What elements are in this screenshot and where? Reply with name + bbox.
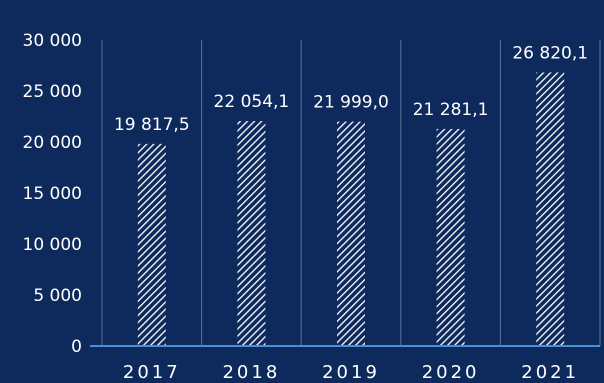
y-tick-label: 0 (71, 337, 82, 357)
y-tick-label: 30 000 (23, 31, 82, 51)
data-label: 19 817,5 (114, 115, 190, 135)
x-tick-label: 2021 (521, 362, 579, 383)
x-axis: 2017 2018 2019 2020 2021 (90, 345, 600, 383)
grid-layer (101, 40, 601, 346)
data-label: 21 999,0 (313, 93, 389, 113)
x-tick-label: 2020 (422, 362, 480, 383)
data-label: 22 054,1 (214, 92, 290, 112)
data-label: 26 820,1 (512, 43, 588, 63)
bar (237, 121, 266, 346)
y-tick-label: 5 000 (33, 286, 82, 306)
x-tick-label: 2019 (322, 362, 380, 383)
x-tick-label: 2018 (222, 362, 280, 383)
y-tick-label: 15 000 (23, 184, 82, 204)
bar (137, 143, 166, 346)
bar (337, 121, 365, 346)
labels-layer: 19 817,5 22 054,1 21 999,0 21 281,1 26 820,1 (114, 43, 588, 134)
y-axis: 0 5 000 10 000 15 000 20 000 25 000 30 000 (23, 31, 82, 357)
y-tick-label: 10 000 (23, 235, 82, 255)
bar (436, 128, 465, 346)
y-tick-label: 25 000 (23, 82, 82, 102)
data-label: 21 281,1 (413, 100, 489, 120)
y-tick-label: 20 000 (23, 133, 82, 153)
x-tick-label: 2017 (123, 362, 181, 383)
bar (536, 72, 565, 346)
bars-layer (137, 72, 565, 346)
